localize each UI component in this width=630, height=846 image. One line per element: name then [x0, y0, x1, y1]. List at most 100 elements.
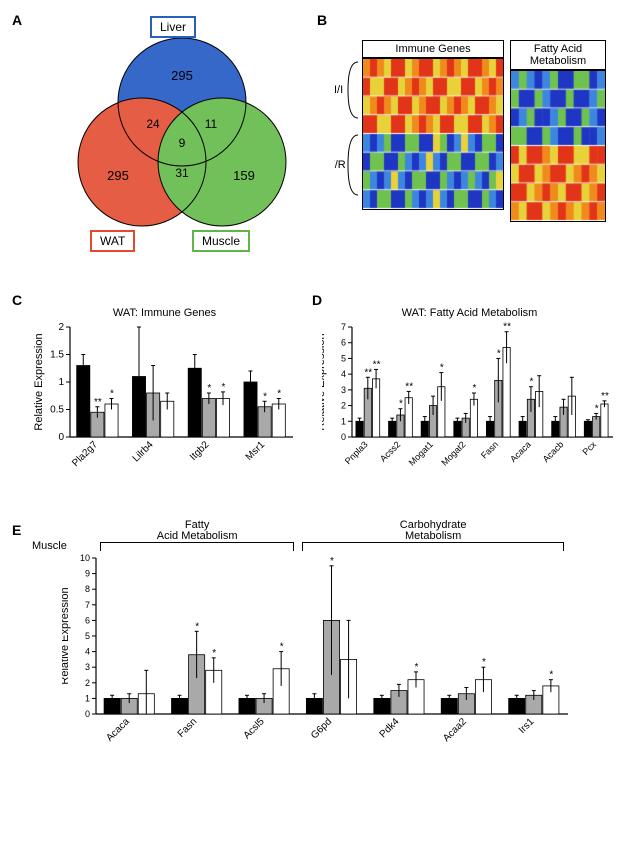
venn-wat-count: 295	[107, 168, 129, 183]
bracket-carbohydrate-label: CarbohydrateMetabolism	[302, 520, 564, 542]
svg-text:6: 6	[341, 338, 346, 348]
svg-text:*: *	[399, 399, 403, 410]
svg-text:4: 4	[85, 647, 90, 657]
svg-text:Pnpla3: Pnpla3	[343, 439, 370, 466]
svg-text:Pdk4: Pdk4	[378, 716, 402, 740]
svg-text:7: 7	[85, 600, 90, 610]
venn-lm: 11	[205, 117, 218, 131]
venn-muscle-circle	[158, 98, 286, 226]
svg-text:Acaca: Acaca	[104, 716, 132, 744]
bracket-fatty-acid	[100, 542, 294, 551]
svg-text:2: 2	[341, 401, 346, 411]
venn-wm: 31	[175, 166, 189, 180]
svg-text:F/R: F/R	[334, 159, 346, 171]
svg-text:Fasn: Fasn	[479, 439, 500, 460]
svg-text:3: 3	[341, 385, 346, 395]
panel-c-label: C	[12, 292, 22, 308]
svg-text:9: 9	[85, 569, 90, 579]
bracket-carbohydrate	[302, 542, 564, 551]
svg-text:0: 0	[85, 709, 90, 719]
svg-text:2: 2	[58, 322, 64, 333]
svg-text:*: *	[280, 642, 284, 653]
svg-text:*: *	[212, 648, 216, 659]
svg-text:*: *	[263, 391, 267, 402]
svg-text:**: **	[405, 381, 413, 392]
svg-text:1: 1	[58, 377, 64, 388]
heatmap-right-title: Fatty Acid Metabolism	[510, 40, 606, 70]
heatmap-panel: Immune Genes Fatty Acid Metabolism I/I F…	[332, 22, 612, 242]
venn-diagram: 295 295 159 24 11 31 9 Liver WAT Muscle	[52, 22, 312, 262]
svg-text:Itgb2: Itgb2	[188, 439, 212, 463]
chart-d-title: WAT: Fatty Acid Metabolism	[322, 307, 617, 319]
svg-text:G6pd: G6pd	[309, 716, 334, 741]
panel-b-label: B	[317, 12, 327, 28]
svg-text:Msr1: Msr1	[244, 439, 268, 463]
svg-text:*: *	[110, 389, 114, 400]
chart-c-title: WAT: Immune Genes	[32, 307, 297, 319]
svg-text:*: *	[222, 382, 226, 393]
svg-text:Lilrb4: Lilrb4	[131, 439, 156, 464]
svg-text:3: 3	[85, 662, 90, 672]
svg-text:Acacb: Acacb	[541, 439, 566, 464]
venn-muscle-count: 159	[233, 168, 255, 183]
svg-text:*: *	[330, 556, 334, 567]
svg-text:*: *	[415, 662, 419, 673]
svg-text:*: *	[549, 670, 553, 681]
heatmap-right	[510, 70, 606, 222]
svg-text:Pcx: Pcx	[580, 439, 598, 457]
panel-e-label: E	[12, 522, 21, 538]
venn-lw: 24	[146, 117, 160, 131]
svg-text:1: 1	[85, 693, 90, 703]
svg-text:*: *	[497, 348, 501, 359]
svg-text:1: 1	[341, 416, 346, 426]
tag-wat: WAT	[90, 230, 135, 252]
svg-text:**: **	[601, 391, 609, 402]
panel-d-label: D	[312, 292, 322, 308]
svg-text:**: **	[503, 322, 511, 333]
svg-text:Mogat2: Mogat2	[439, 439, 467, 467]
svg-text:I/I: I/I	[334, 84, 343, 96]
chart-c: WAT: Immune Genes 0 0.5 1 1.5 2 Relative Expr…	[32, 307, 297, 482]
svg-text:*: *	[529, 377, 533, 388]
svg-text:0.5: 0.5	[50, 405, 64, 416]
svg-text:Pla2g7: Pla2g7	[70, 439, 100, 469]
tag-liver: Liver	[150, 16, 196, 38]
svg-text:*: *	[195, 621, 199, 632]
svg-text:Fasn: Fasn	[176, 716, 200, 740]
svg-text:8: 8	[85, 584, 90, 594]
svg-text:*: *	[472, 383, 476, 394]
svg-text:Acaa2: Acaa2	[441, 716, 469, 744]
heatmap-right-title-line1: Fatty Acid Metabolism	[530, 43, 586, 67]
svg-text:Acsl5: Acsl5	[242, 716, 267, 741]
svg-text:7: 7	[341, 322, 346, 332]
svg-text:Relative Expression: Relative Expression	[62, 587, 71, 684]
svg-text:*: *	[595, 403, 599, 414]
heatmap-left	[362, 58, 504, 210]
svg-text:Mogat1: Mogat1	[407, 439, 435, 467]
svg-text:Acaca: Acaca	[508, 439, 533, 464]
svg-text:**: **	[373, 359, 381, 370]
tag-muscle: Muscle	[192, 230, 250, 252]
svg-text:6: 6	[85, 615, 90, 625]
svg-text:5: 5	[341, 353, 346, 363]
bracket-fatty-acid-label: FattyAcid Metabolism	[100, 520, 294, 542]
svg-text:0: 0	[58, 432, 64, 443]
svg-text:1.5: 1.5	[50, 350, 64, 361]
heatmap-left-title: Immune Genes	[362, 40, 504, 58]
svg-text:0: 0	[341, 432, 346, 442]
heatmap-row-brackets: I/I F/R	[334, 40, 364, 230]
svg-text:10: 10	[80, 553, 90, 563]
svg-text:**: **	[94, 397, 102, 408]
svg-text:Acss2: Acss2	[378, 439, 402, 463]
chart-d: WAT: Fatty Acid Metabolism 0 1 2 3 4 5 6 7 Relat…	[322, 307, 617, 482]
venn-all: 9	[179, 136, 186, 150]
svg-text:Relative Expression: Relative Expression	[33, 333, 45, 430]
svg-text:*: *	[440, 363, 444, 374]
svg-text:*: *	[482, 657, 486, 668]
svg-text:4: 4	[341, 369, 346, 379]
chart-e: FattyAcid Metabolism CarbohydrateMetabol…	[62, 532, 572, 762]
venn-liver-count: 295	[171, 68, 193, 83]
figure-root: A 295 295 159 24 11 31 9 Liver WAT Muscl…	[12, 12, 618, 834]
svg-text:Relative Expression: Relative Expression	[322, 333, 327, 430]
svg-text:*: *	[207, 383, 211, 394]
